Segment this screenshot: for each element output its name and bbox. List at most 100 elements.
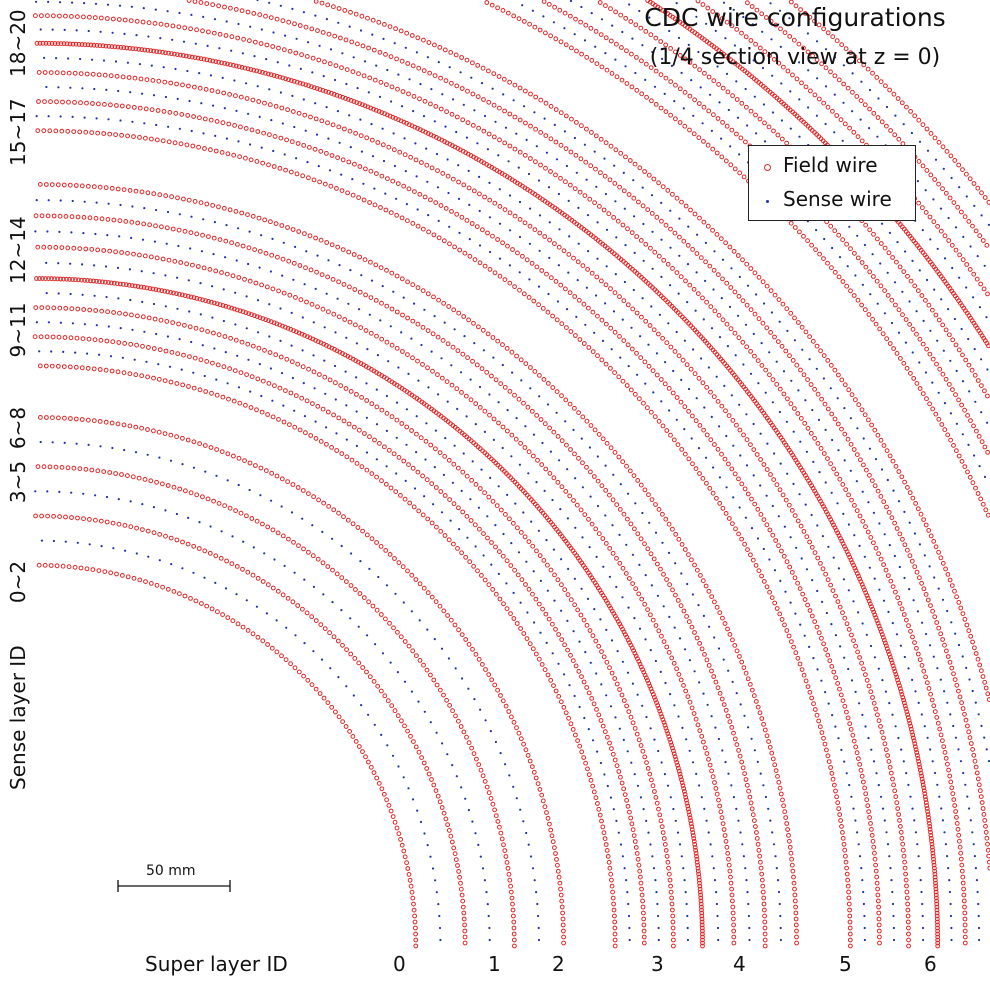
field-wire <box>550 385 556 390</box>
field-wire <box>748 266 754 271</box>
field-wire <box>209 299 214 305</box>
field-wire <box>233 337 239 343</box>
field-wire <box>83 466 89 472</box>
field-wire <box>402 639 408 644</box>
field-wire <box>818 446 824 451</box>
field-wire <box>726 461 731 467</box>
field-wire <box>133 424 139 430</box>
sense-wire <box>821 535 825 538</box>
field-wire <box>782 622 787 628</box>
field-wire <box>891 782 896 788</box>
sense-wire <box>789 601 792 604</box>
field-wire <box>515 572 521 578</box>
field-wire <box>265 642 271 647</box>
field-wire <box>934 904 940 910</box>
sense-wire <box>71 199 74 203</box>
field-wire <box>231 62 236 68</box>
field-wire <box>666 871 672 877</box>
sense-wire <box>691 761 695 764</box>
sense-wire <box>325 426 328 429</box>
field-wire <box>792 898 798 904</box>
field-wire <box>174 434 180 440</box>
sense-wire <box>314 287 317 290</box>
field-wire <box>316 497 322 503</box>
sense-wire <box>314 420 317 423</box>
sense-wire <box>469 378 472 381</box>
sense-wire <box>249 390 252 393</box>
field-wire <box>638 664 644 670</box>
field-wire <box>840 835 846 841</box>
sense-wire <box>798 493 801 496</box>
sense-wire <box>880 468 884 471</box>
field-wire <box>971 752 977 758</box>
field-wire <box>419 399 425 405</box>
field-wire <box>453 713 458 719</box>
sense-wire <box>525 138 528 141</box>
field-wire <box>534 264 540 270</box>
field-wire <box>640 898 645 904</box>
field-wire <box>33 13 38 19</box>
field-wire <box>904 895 910 901</box>
field-wire <box>139 189 145 195</box>
field-wire <box>174 381 180 386</box>
field-wire <box>931 538 937 544</box>
field-wire <box>663 222 669 228</box>
sense-wire <box>479 708 482 711</box>
field-wire <box>194 231 200 237</box>
sense-wire <box>530 520 533 523</box>
field-wire <box>678 274 684 280</box>
field-wire <box>694 853 699 859</box>
sense-wire <box>76 541 79 544</box>
sense-wire <box>634 502 637 505</box>
field-wire <box>731 730 736 736</box>
field-wire <box>643 241 649 247</box>
field-wire <box>340 94 346 100</box>
field-wire <box>505 243 510 249</box>
field-wire <box>634 731 640 737</box>
field-wire <box>634 234 640 239</box>
field-wire <box>497 549 502 554</box>
field-wire <box>920 779 926 785</box>
sense-wire <box>856 831 859 834</box>
field-wire <box>224 271 230 277</box>
field-wire <box>286 77 291 82</box>
sense-wire <box>299 67 302 70</box>
sense-wire <box>478 209 481 213</box>
sense-wire <box>687 225 690 228</box>
field-wire <box>179 292 185 298</box>
field-wire <box>507 79 513 85</box>
field-wire <box>117 281 123 287</box>
field-wire <box>72 70 78 76</box>
field-wire <box>238 124 243 130</box>
field-wire <box>803 329 809 335</box>
sense-wire <box>633 617 636 620</box>
sense-wire <box>715 902 719 906</box>
field-wire <box>390 178 396 184</box>
field-wire <box>793 916 799 922</box>
sense-wire <box>706 703 709 706</box>
field-wire <box>280 533 286 539</box>
sense-wire <box>59 115 62 118</box>
field-wire <box>534 548 539 554</box>
field-wire <box>210 360 215 366</box>
field-wire <box>892 520 897 526</box>
sense-wire <box>458 528 461 531</box>
sense-wire <box>636 693 639 696</box>
field-wire <box>545 381 551 386</box>
field-wire <box>81 14 86 20</box>
field-wire <box>636 737 642 743</box>
sense-wire <box>327 137 330 140</box>
field-wire <box>84 100 89 106</box>
field-wire <box>271 164 277 169</box>
field-wire <box>985 691 990 697</box>
field-wire <box>617 334 622 339</box>
field-wire <box>621 338 627 344</box>
field-wire <box>336 415 342 421</box>
field-wire <box>572 294 578 299</box>
field-wire <box>114 571 119 577</box>
field-wire <box>823 571 828 577</box>
field-wire <box>77 129 83 135</box>
field-wire <box>447 703 453 708</box>
field-wire <box>935 925 940 931</box>
field-wire <box>507 111 513 117</box>
